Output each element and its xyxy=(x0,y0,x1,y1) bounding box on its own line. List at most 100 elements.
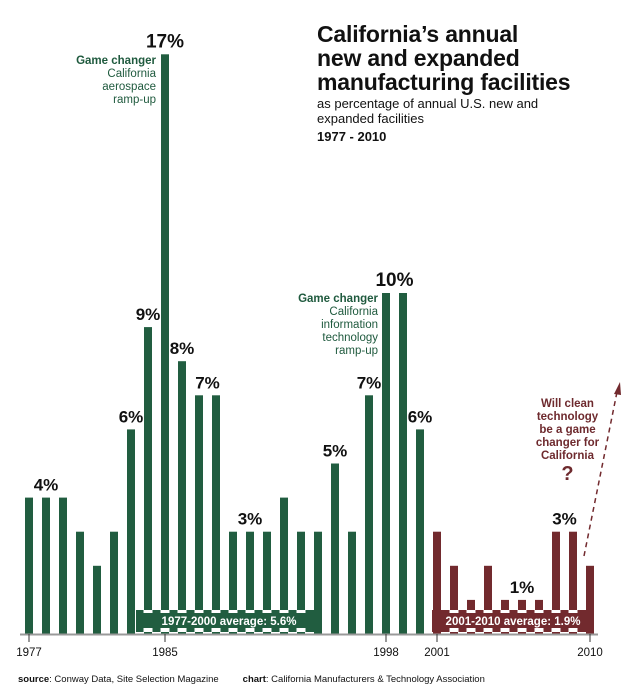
average-box-gap xyxy=(483,610,493,613)
average-box-gap xyxy=(449,628,459,632)
source-text: : Conway Data, Site Selection Magazine xyxy=(49,674,219,685)
average-box-1977-2000 xyxy=(136,610,322,632)
bar-1984 xyxy=(144,327,152,634)
bar-1978 xyxy=(42,497,50,634)
chart-credit-label: chart xyxy=(242,674,266,685)
data-label: 7% xyxy=(195,373,220,392)
annotation-line: California xyxy=(107,68,156,80)
average-box-gap xyxy=(551,610,561,613)
bar-1998 xyxy=(382,293,390,634)
bar-1983 xyxy=(127,429,135,634)
average-box-gap xyxy=(228,628,238,632)
source-label: source xyxy=(18,674,50,685)
data-label: 9% xyxy=(136,305,161,324)
bar-1991 xyxy=(263,531,271,634)
x-tick-label: 1985 xyxy=(152,647,178,659)
data-label: 7% xyxy=(357,373,382,392)
title-line: new and expanded xyxy=(317,45,520,71)
average-box-gap xyxy=(568,628,578,632)
average-label: 2001-2010 average: 1.9% xyxy=(446,616,581,628)
bar-1985 xyxy=(161,54,169,635)
bar-1989 xyxy=(229,531,237,634)
title-line: manufacturing facilities xyxy=(317,69,571,95)
average-box-gap xyxy=(568,610,578,613)
annotation-line: California xyxy=(540,450,595,462)
bar-2009 xyxy=(569,531,577,634)
annotation-line: be a game xyxy=(539,424,596,436)
data-label: 1% xyxy=(510,578,535,597)
annotation-line: California xyxy=(329,306,378,318)
bar-2000 xyxy=(416,429,424,634)
annotation-heading: Game changer xyxy=(298,293,378,305)
average-box-gap xyxy=(517,610,527,613)
average-box-gap xyxy=(194,610,204,613)
data-label: 6% xyxy=(408,407,433,426)
annotation-line: changer for xyxy=(535,437,600,449)
data-label: 3% xyxy=(238,510,263,529)
annotation-heading: Game changer xyxy=(76,55,156,67)
average-box-gap xyxy=(279,628,289,632)
x-tick-label: 2010 xyxy=(577,647,603,659)
average-box-gap xyxy=(296,610,306,613)
bar-2002 xyxy=(450,565,458,634)
annotation-clean-technology: Will clean technology be a game changer … xyxy=(530,398,605,485)
bar-1979 xyxy=(59,497,67,634)
annotation-information-technology: Game changer California information tech… xyxy=(262,293,378,358)
bar-2001 xyxy=(433,531,441,634)
average-box-gap xyxy=(228,610,238,613)
average-label: 1977-2000 average: 5.6% xyxy=(162,616,297,628)
average-box-gap xyxy=(483,628,493,632)
average-box-gap xyxy=(466,610,476,613)
arrow-head-icon xyxy=(614,382,621,395)
data-label: 3% xyxy=(552,510,577,529)
data-label: 6% xyxy=(119,407,144,426)
average-box-gap xyxy=(262,628,272,632)
data-label: 17% xyxy=(146,31,184,52)
bar-2008 xyxy=(552,531,560,634)
average-box-gap xyxy=(160,610,170,613)
chart-year-range: 1977 - 2010 xyxy=(317,129,387,144)
bar-1997 xyxy=(365,395,373,634)
data-label: 8% xyxy=(170,339,195,358)
data-label: 10% xyxy=(375,270,413,291)
bar-1993 xyxy=(297,531,305,634)
average-box-gap xyxy=(245,628,255,632)
average-box-gap xyxy=(262,610,272,613)
average-box-gap xyxy=(500,628,510,632)
bar-1992 xyxy=(280,497,288,634)
average-box-gap xyxy=(466,628,476,632)
annotation-line: aerospace xyxy=(102,81,156,93)
annotation-line: technology xyxy=(322,332,378,344)
x-tick-label: 1977 xyxy=(16,647,42,659)
x-tick-label: 1998 xyxy=(373,647,399,659)
bar-1981 xyxy=(93,565,101,634)
data-label: 5% xyxy=(323,442,348,461)
x-tick-label: 2001 xyxy=(424,647,450,659)
bar-2010 xyxy=(586,565,594,634)
data-label: 4% xyxy=(34,476,59,495)
average-box-gap xyxy=(279,610,289,613)
annotation-line: technology xyxy=(536,411,599,423)
average-box-gap xyxy=(449,610,459,613)
bar-1987 xyxy=(195,395,203,634)
average-box-gap xyxy=(160,628,170,632)
average-box-gap xyxy=(177,628,187,632)
bar-1996 xyxy=(348,531,356,634)
annotation-line: Will clean xyxy=(541,398,594,410)
bar-1980 xyxy=(76,531,84,634)
average-box-gap xyxy=(143,628,153,632)
bar-1994 xyxy=(314,531,322,634)
title-block: California’s annual new and expanded man… xyxy=(317,22,627,144)
bar-1990 xyxy=(246,531,254,634)
average-box-gap xyxy=(245,610,255,613)
average-box-gap xyxy=(551,628,561,632)
average-box-gap xyxy=(211,610,221,613)
average-box-gap xyxy=(500,610,510,613)
bar-1988 xyxy=(212,395,220,634)
average-box-gap xyxy=(143,610,153,613)
average-box-gap xyxy=(517,628,527,632)
average-box-gap xyxy=(194,628,204,632)
average-box-gap xyxy=(534,628,544,632)
bar-1982 xyxy=(110,531,118,634)
